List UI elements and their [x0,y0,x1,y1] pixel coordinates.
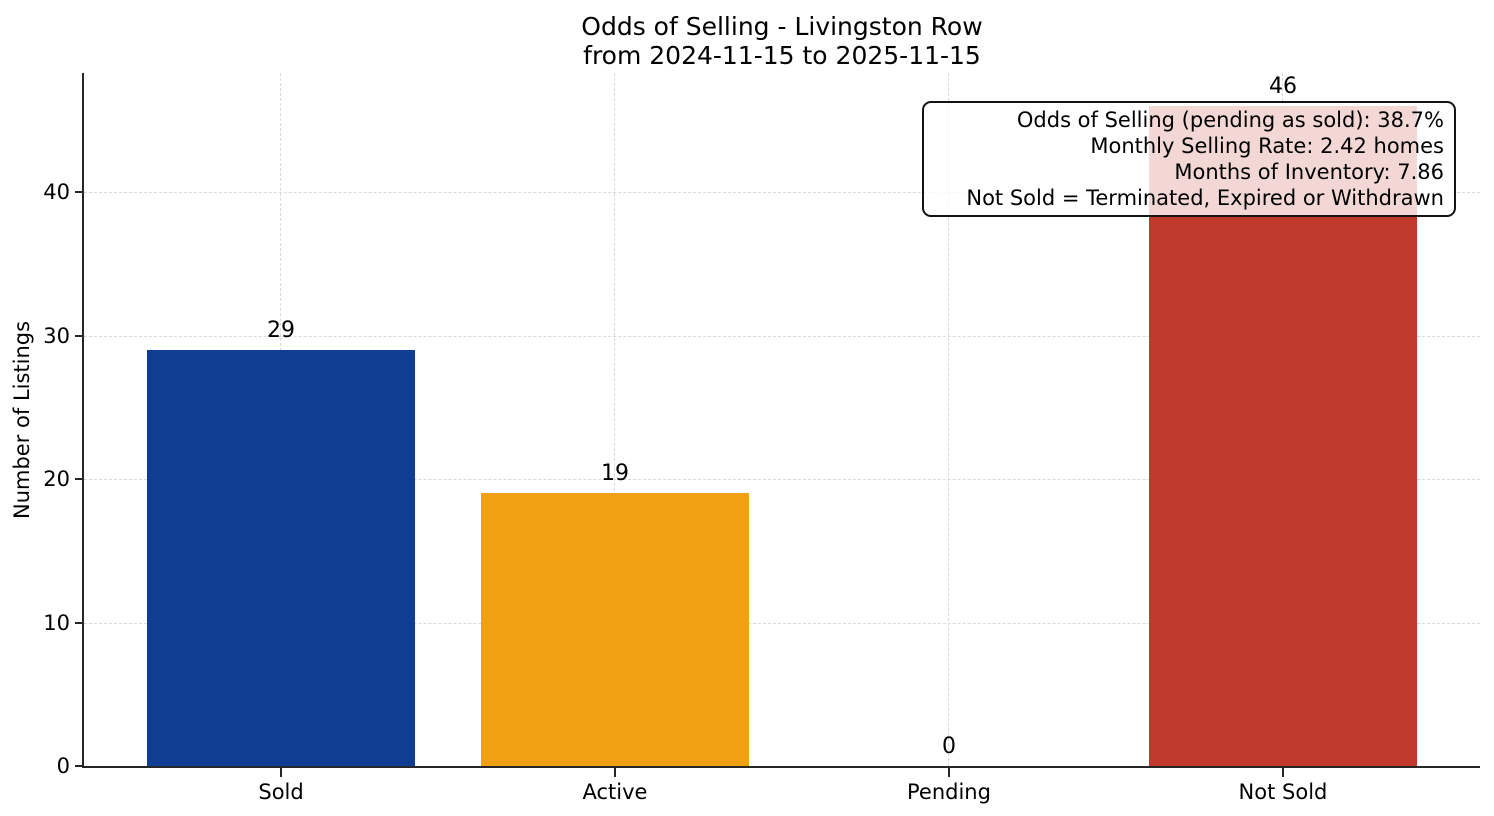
y-tick-mark [75,191,84,194]
y-gridline [84,479,1480,481]
y-axis-label: Number of Listings [10,320,34,519]
bar-value-sold: 29 [267,317,296,343]
y-gridline [84,192,1480,194]
y-tick-mark [75,334,84,337]
y-gridline [84,335,1480,337]
x-tick-mark [1281,768,1284,777]
annotation-box: Odds of Selling (pending as sold): 38.7%… [922,101,1456,217]
x-tick-label-pending: Pending [907,780,991,804]
x-tick-label-not-sold: Not Sold [1238,780,1328,804]
bar-sold [147,349,415,766]
y-tick-label: 40 [43,180,70,205]
chart-subtitle: from 2024-11-15 to 2025-11-15 [583,41,981,70]
annotation-odds-of-selling: Odds of Selling (pending as sold): 38.7% [1016,108,1444,132]
bar-value-active: 19 [601,461,629,487]
x-tick-label-sold: Sold [258,780,304,804]
x-tick-mark [280,768,283,777]
y-tick-mark [75,765,84,767]
annotation-monthly-selling-rate: Monthly Selling Rate: 2.42 homes [1090,134,1444,158]
x-gridline [948,73,950,766]
annotation-months-of-inventory: Months of Inventory: 7.86 [1174,160,1444,184]
chart-title: Odds of Selling - Livingston Row [581,12,983,41]
y-axis-spine [82,73,84,768]
y-tick-mark [75,478,84,481]
x-axis-spine [82,766,1480,768]
y-tick-label: 0 [56,754,70,778]
x-tick-mark [614,768,616,777]
y-tick-label: 20 [43,467,70,492]
y-gridline [84,622,1480,624]
chart-title-block: Odds of Selling - Livingston Row from 20… [84,12,1480,70]
bar-value-pending: 0 [941,734,956,759]
x-tick-label-active: Active [582,780,648,804]
x-tick-mark [947,768,950,777]
y-tick-label: 30 [43,323,70,348]
annotation-not-sold-definition: Not Sold = Terminated, Expired or Withdr… [966,186,1444,210]
bar-value-not-sold: 46 [1268,74,1297,99]
x-gridline [614,73,616,766]
y-tick-mark [75,621,84,624]
bar-active [481,493,749,766]
y-tick-label: 10 [43,610,70,635]
